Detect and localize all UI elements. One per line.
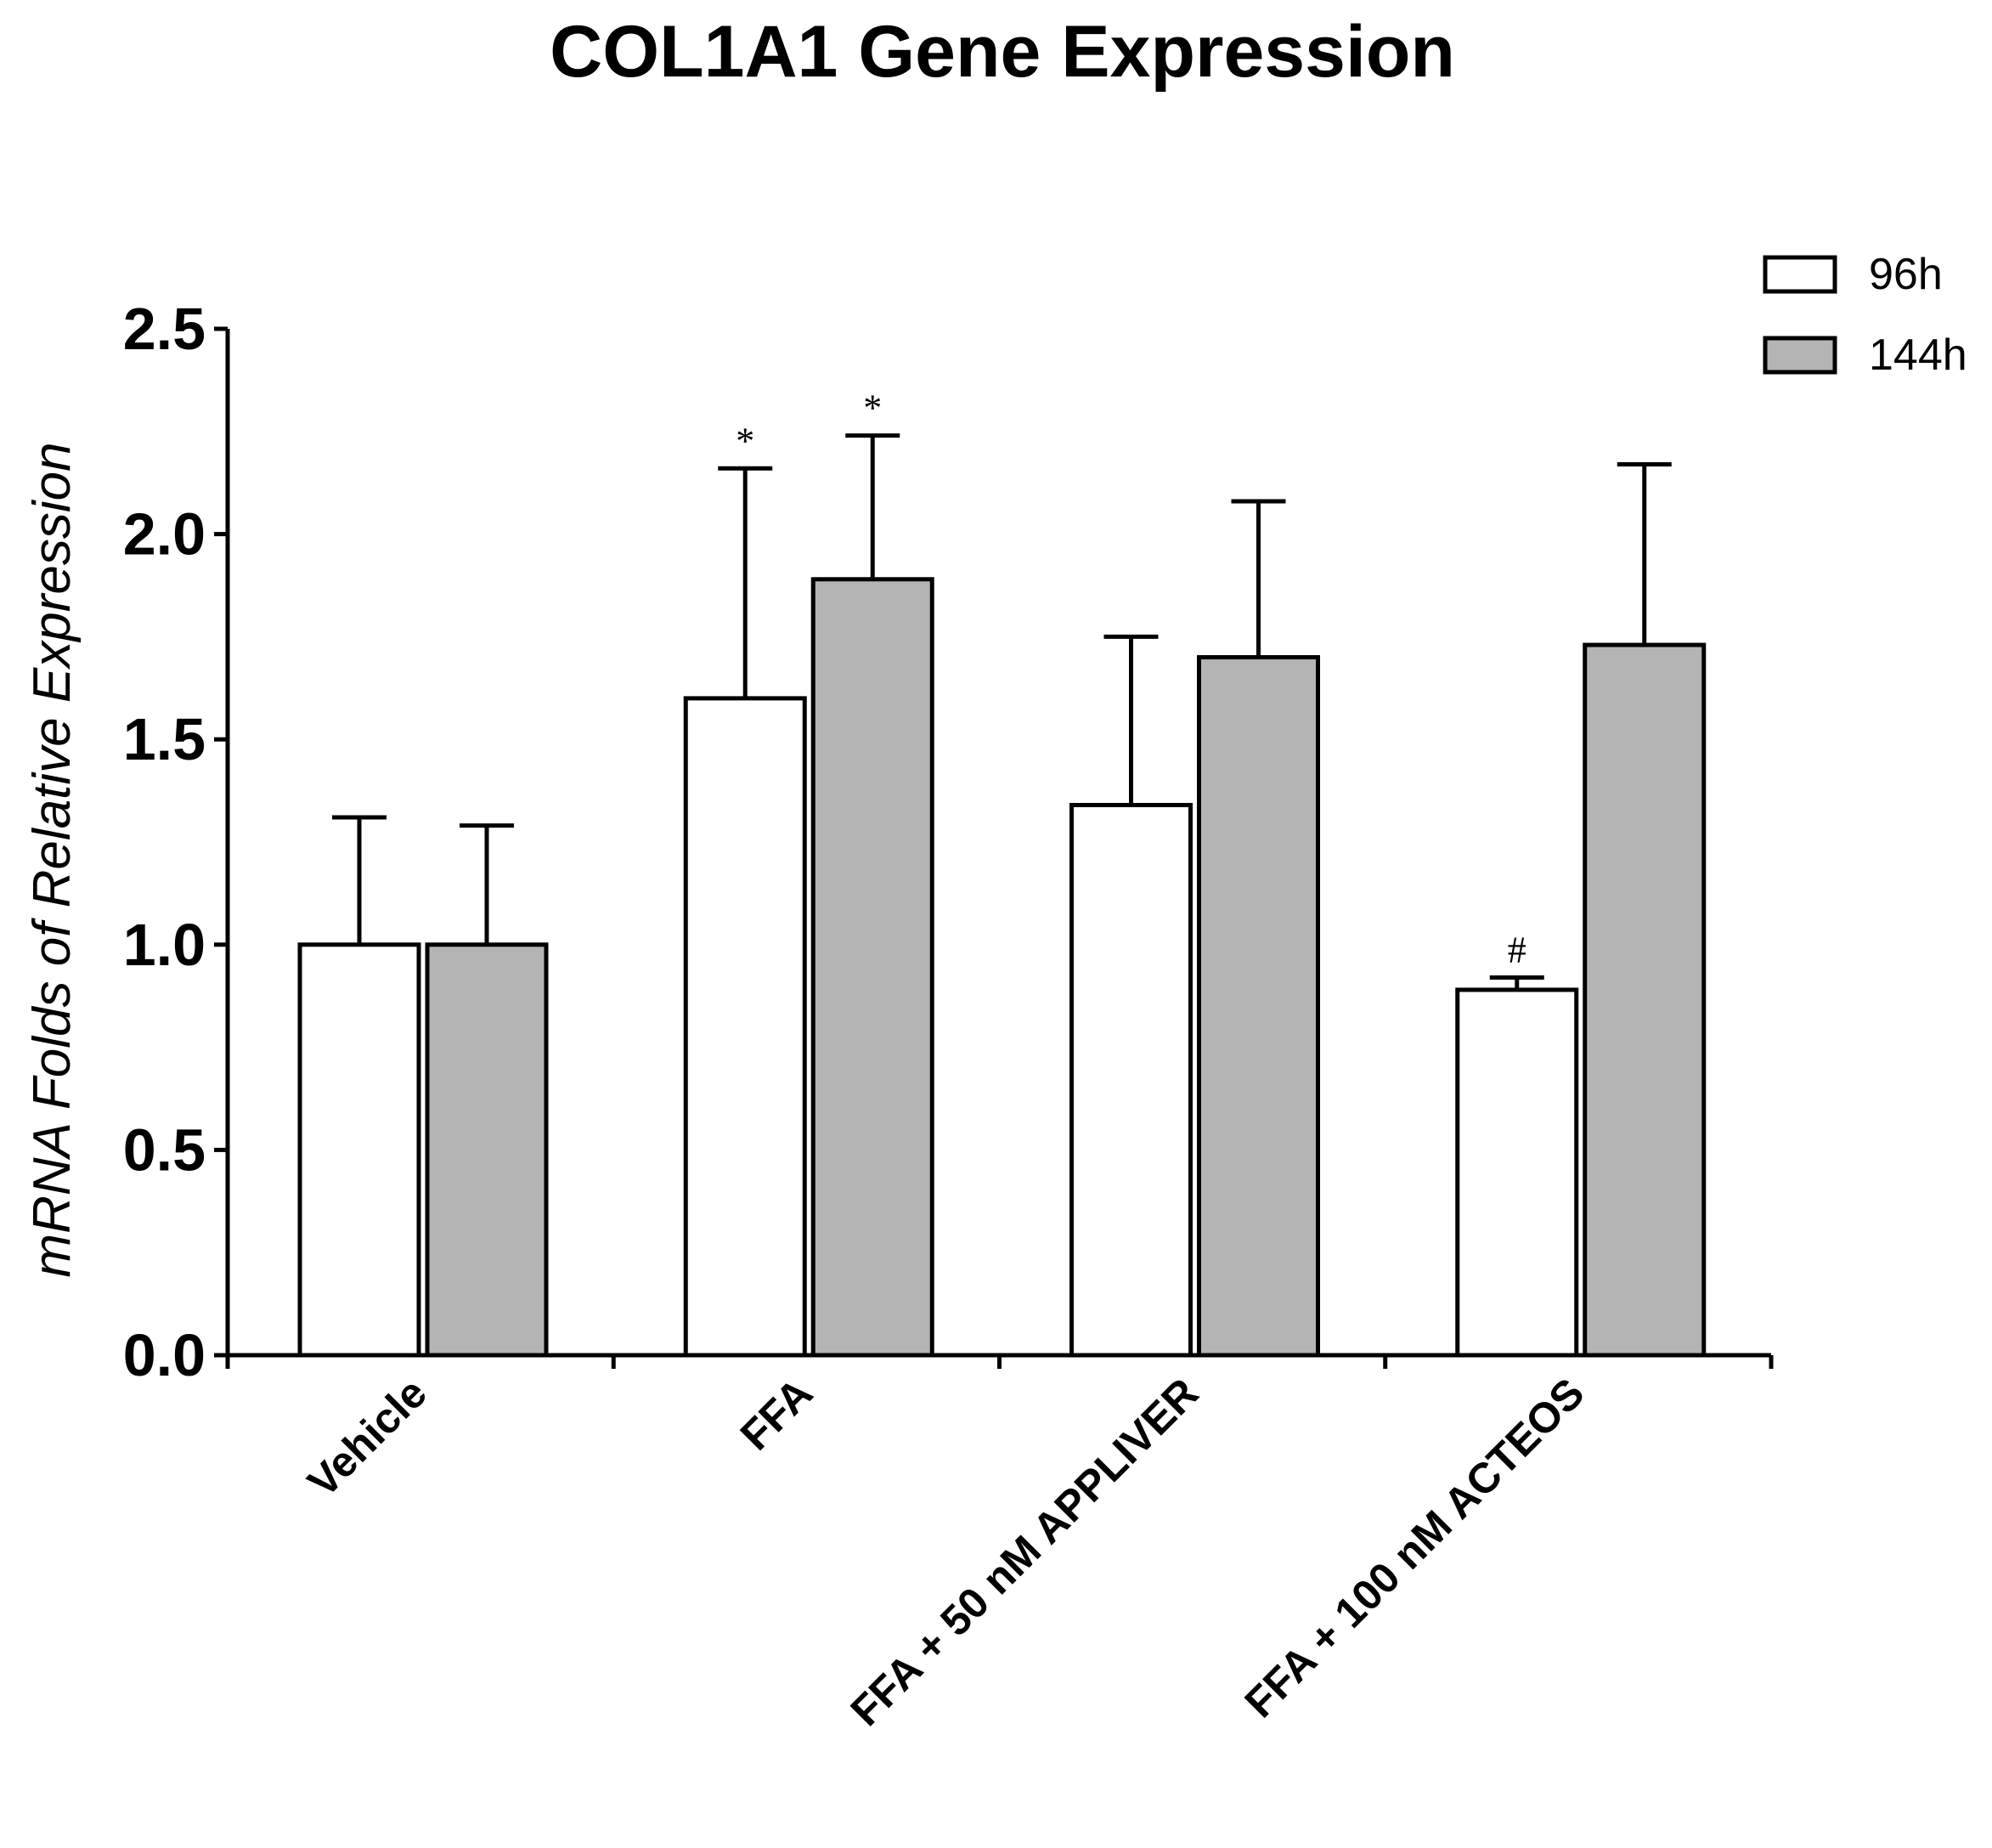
bar-144h-3: [1583, 642, 1707, 1358]
bar-96h-0: [297, 942, 421, 1358]
y-tick-label-0: 0.0: [123, 1322, 206, 1388]
annotation-96h-1: *: [736, 420, 754, 461]
bar-144h-1: [810, 577, 934, 1358]
legend-label-96h: 96h: [1869, 250, 1943, 299]
y-tick-label-2: 1.0: [123, 912, 206, 978]
y-tick-label-5: 2.5: [123, 296, 206, 362]
legend: 96h 144h: [1763, 250, 1967, 380]
bar-96h-1: [683, 696, 807, 1358]
y-tick-label-4: 2.0: [123, 501, 206, 568]
x-category-label-1: FFA: [731, 1369, 821, 1459]
x-category-label-2: FFA + 50 nM APPLIVER: [842, 1369, 1208, 1735]
bar-96h-2: [1069, 803, 1193, 1358]
y-axis-label: mRNA Folds of Relative Expression: [23, 442, 82, 1277]
chart-title: COL1A1 Gene Expression: [550, 11, 1455, 93]
legend-label-144h: 144h: [1869, 331, 1967, 380]
bars-layer: * * #: [297, 387, 1707, 1358]
annotation-96h-3: #: [1508, 929, 1526, 970]
bar-96h-3: [1455, 987, 1579, 1358]
y-tick-label-3: 1.5: [123, 706, 206, 772]
annotation-144h-1: *: [863, 387, 882, 429]
bar-144h-0: [425, 942, 549, 1358]
legend-swatch-144h: [1763, 336, 1837, 375]
y-tick-label-1: 0.5: [123, 1116, 206, 1183]
x-category-label-3: FFA + 100 nM ACTEOS: [1236, 1369, 1594, 1726]
x-category-label-0: Vehicle: [298, 1369, 435, 1506]
legend-swatch-96h: [1763, 255, 1837, 294]
bar-144h-2: [1197, 655, 1320, 1358]
